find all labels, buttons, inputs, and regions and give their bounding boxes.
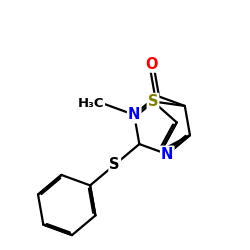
Text: S: S (110, 157, 120, 172)
Text: H₃C: H₃C (78, 97, 104, 110)
Text: N: N (128, 107, 140, 122)
Text: O: O (145, 57, 158, 72)
Text: S: S (148, 94, 158, 109)
Text: N: N (161, 147, 173, 162)
